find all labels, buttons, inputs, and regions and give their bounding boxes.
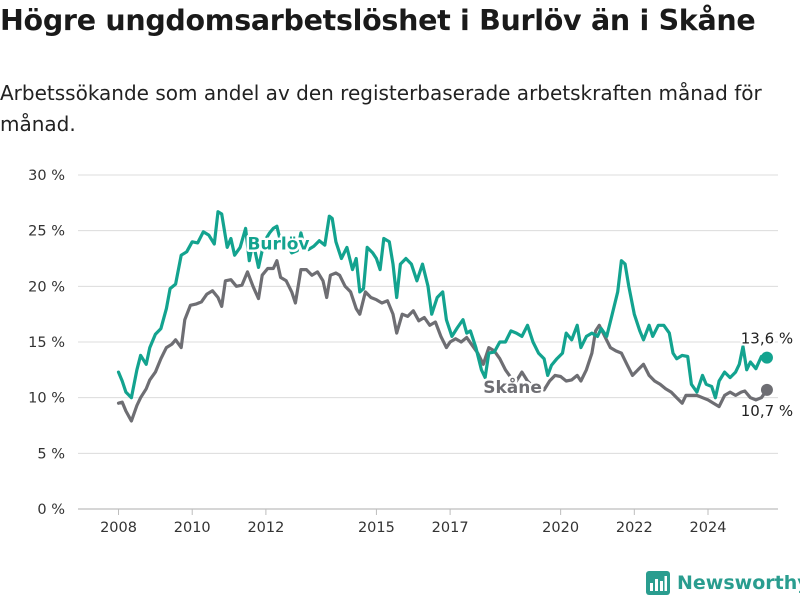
end-value-label-burl-v: 13,6 % <box>741 330 793 348</box>
y-tick-label: 15 % <box>28 335 65 351</box>
chart-title: Högre ungdomsarbetslöshet i Burlöv än i … <box>0 4 756 37</box>
y-tick-label: 10 % <box>28 391 65 407</box>
x-tick-label: 2015 <box>358 520 395 536</box>
brand-name: Newsworthy <box>677 572 800 594</box>
series-label-burl-v: Burlöv <box>247 235 309 255</box>
brand-logo: Newsworthy <box>645 568 800 598</box>
x-tick-label: 2008 <box>100 520 137 536</box>
bar-chart-logo-icon <box>646 571 670 595</box>
series-line-sk-ne <box>116 259 769 423</box>
x-tick-label: 2010 <box>174 520 211 536</box>
end-point-sk-ne <box>760 383 773 396</box>
x-tick-label: 2017 <box>432 520 469 536</box>
x-tick-label: 2020 <box>542 520 579 536</box>
y-tick-label: 5 % <box>37 446 65 462</box>
x-tick-label: 2012 <box>247 520 284 536</box>
end-value-label-sk-ne: 10,7 % <box>741 402 793 420</box>
x-tick-label: 2022 <box>616 520 653 536</box>
series-labels: Burlöv 13,6 % Skåne 10,7 % <box>245 232 795 422</box>
chart-subtitle: Arbetssökande som andel av den registerb… <box>0 81 762 136</box>
x-axis: 2008 2010 2012 2015 2017 2020 2022 2024 <box>100 509 726 536</box>
end-point-burl-v <box>760 351 773 364</box>
y-tick-label: 25 % <box>28 224 65 240</box>
y-tick-label: 20 % <box>28 279 65 295</box>
x-tick-label: 2024 <box>690 520 727 536</box>
series-lines <box>116 210 773 423</box>
series-line-burl-v <box>116 210 769 400</box>
y-tick-label: 0 % <box>37 502 65 518</box>
y-tick-label: 30 % <box>28 168 65 184</box>
y-axis: 0 % 5 % 10 % 15 % 20 % 25 % 30 % <box>28 168 65 518</box>
series-label-sk-ne: Skåne <box>483 376 542 398</box>
